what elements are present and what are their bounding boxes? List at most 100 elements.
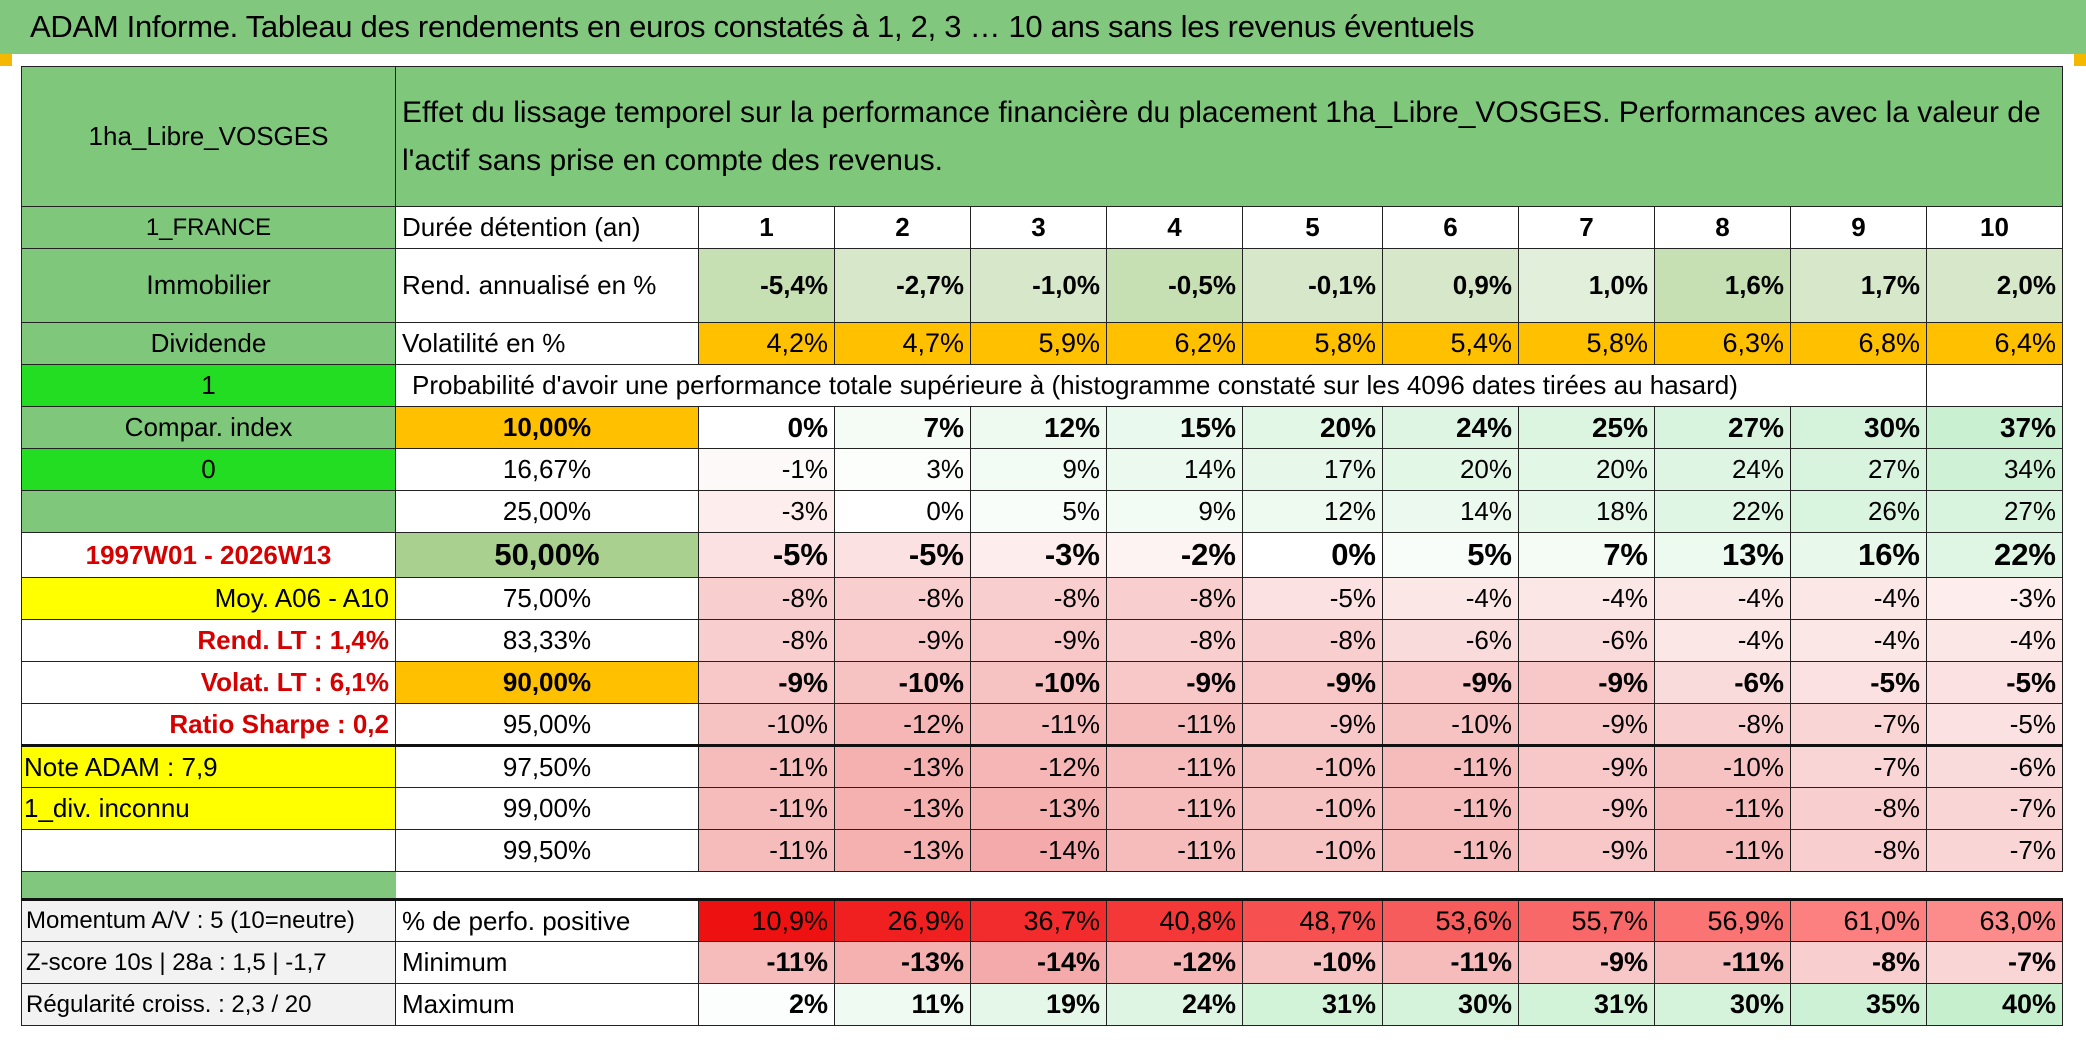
histogram-value: 20% — [1518, 448, 1655, 491]
year-header: 1 — [698, 206, 835, 249]
histogram-value: 27% — [1654, 406, 1791, 449]
probability-threshold: 83,33% — [395, 619, 699, 662]
vol-value: 5,8% — [1518, 322, 1655, 365]
report-title: ADAM Informe. Tableau des rendements en … — [0, 0, 2086, 54]
rend-value: -2,7% — [834, 248, 971, 323]
probability-threshold: 75,00% — [395, 577, 699, 620]
rend-value: -5,4% — [698, 248, 835, 323]
histogram-value: -8% — [1242, 619, 1383, 662]
histogram-value: 24% — [1382, 406, 1519, 449]
row-value: -11% — [698, 941, 835, 984]
row-value: -11% — [1654, 941, 1791, 984]
histogram-row: 25,00% -3% 0% 5% 9% 12% 14% 18% 22% 26% 27% — [21, 490, 2063, 533]
vol-value: 5,9% — [970, 322, 1107, 365]
histogram-value: -13% — [834, 787, 971, 830]
volatility-row: Dividende Volatilité en % 4,2% 4,7% 5,9% 6,… — [21, 322, 2063, 365]
histogram-value: -13% — [834, 744, 971, 788]
histogram-value: 3% — [834, 448, 971, 491]
histogram-value: -8% — [834, 577, 971, 620]
year-header: 10 — [1926, 206, 2063, 249]
row-value: -8% — [1790, 941, 1927, 984]
year-header: 7 — [1518, 206, 1655, 249]
empty-cell — [1926, 364, 2063, 407]
vol-value: 4,2% — [698, 322, 835, 365]
histogram-value: -10% — [1654, 744, 1791, 788]
empty-label-cell — [21, 490, 396, 533]
histogram-value: 7% — [1518, 532, 1655, 578]
rend-value: -1,0% — [970, 248, 1107, 323]
histogram-value: -6% — [1518, 619, 1655, 662]
row-value: 61,0% — [1790, 898, 1927, 942]
histogram-value: 0% — [1242, 532, 1383, 578]
histogram-value: -8% — [1106, 619, 1243, 662]
histogram-value: 22% — [1926, 532, 2063, 578]
momentum: Momentum A/V : 5 (10=neutre) — [21, 898, 396, 942]
row-value: 40,8% — [1106, 898, 1243, 942]
histogram-row: 1997W01 - 2026W13 50,00% -5% -5% -3% -2% 0% 5% 7… — [21, 532, 2063, 578]
row-value: 24% — [1106, 983, 1243, 1026]
histogram-value: 20% — [1242, 406, 1383, 449]
probability-threshold: 25,00% — [395, 490, 699, 533]
histogram-value: 9% — [1106, 490, 1243, 533]
histogram-row: 1_div. inconnu 99,00% -11% -13% -13% -11% -10%… — [21, 787, 2063, 830]
histogram-value: -11% — [1382, 787, 1519, 830]
histogram-value: -9% — [834, 619, 971, 662]
histogram-value: -8% — [1790, 787, 1927, 830]
histogram-value: -11% — [1106, 787, 1243, 830]
duration-label: Durée détention (an) — [395, 206, 699, 249]
histogram-value: -4% — [1926, 619, 2063, 662]
histogram-value: -13% — [834, 829, 971, 872]
row-value: 53,6% — [1382, 898, 1519, 942]
row-value: 56,9% — [1654, 898, 1791, 942]
row-value: 26,9% — [834, 898, 971, 942]
row-value: 35% — [1790, 983, 1927, 1026]
row-value: 31% — [1242, 983, 1383, 1026]
histogram-value: -8% — [1790, 829, 1927, 872]
dividend-status: 1_div. inconnu — [21, 787, 396, 830]
row-label: Maximum — [395, 983, 699, 1026]
year-header: 4 — [1106, 206, 1243, 249]
row-value: 2% — [698, 983, 835, 1026]
vol-value: 5,8% — [1242, 322, 1383, 365]
average-range: Moy. A06 - A10 — [21, 577, 396, 620]
row-value: -12% — [1106, 941, 1243, 984]
histogram-value: -8% — [970, 577, 1107, 620]
row-label: % de perfo. positive — [395, 898, 699, 942]
row-value: 31% — [1518, 983, 1655, 1026]
histogram-value: 20% — [1382, 448, 1519, 491]
spacer-row — [21, 871, 2063, 900]
histogram-value: -11% — [1106, 744, 1243, 788]
histogram-value: -11% — [698, 829, 835, 872]
histogram-value: -12% — [970, 744, 1107, 788]
rend-value: -0,1% — [1242, 248, 1383, 323]
vol-value: 6,3% — [1654, 322, 1791, 365]
histogram-value: -4% — [1382, 577, 1519, 620]
probability-threshold: 10,00% — [395, 406, 699, 449]
histogram-value: -6% — [1654, 661, 1791, 704]
histogram-value: 27% — [1790, 448, 1927, 491]
histogram-row: Compar. index 10,00% 0% 7% 12% 15% 20% 24% 25% 27… — [21, 406, 2063, 449]
corner-marker — [2074, 54, 2086, 66]
rend-value: -0,5% — [1106, 248, 1243, 323]
histogram-value: -10% — [1242, 787, 1383, 830]
dividend-value: 1 — [21, 364, 396, 407]
histogram-value: -14% — [970, 829, 1107, 872]
histogram-value: 24% — [1654, 448, 1791, 491]
histogram-value: -4% — [1790, 619, 1927, 662]
histogram-row: Note ADAM : 7,9 97,50% -11% -13% -12% -11% -10… — [21, 744, 2063, 788]
histogram-value: -1% — [698, 448, 835, 491]
country: 1_FRANCE — [21, 206, 396, 249]
histogram-value: -9% — [1518, 703, 1655, 746]
histogram-value: 22% — [1654, 490, 1791, 533]
probability-caption: Probabilité d'avoir une performance tota… — [395, 364, 1791, 407]
description-row: 1ha_Libre_VOSGES Effet du lissage tempor… — [21, 66, 2063, 207]
histogram-value: -9% — [1242, 661, 1383, 704]
histogram-value: -11% — [698, 787, 835, 830]
vol-value: 6,8% — [1790, 322, 1927, 365]
histogram-value: -10% — [1242, 744, 1383, 788]
histogram-value: -10% — [834, 661, 971, 704]
histogram-value: 5% — [1382, 532, 1519, 578]
histogram-value: -4% — [1654, 619, 1791, 662]
long-term-volatility: Volat. LT : 6,1% — [21, 661, 396, 704]
